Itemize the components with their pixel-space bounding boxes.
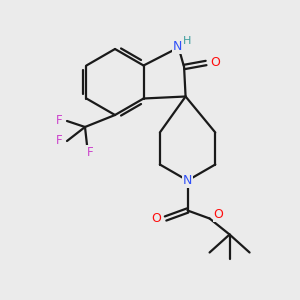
Text: H: H — [182, 35, 191, 46]
Text: F: F — [56, 134, 62, 148]
Text: O: O — [214, 208, 224, 221]
Text: N: N — [183, 174, 192, 187]
Text: O: O — [152, 212, 161, 225]
Text: O: O — [210, 56, 220, 68]
Text: F: F — [56, 115, 62, 128]
Text: F: F — [87, 146, 93, 158]
Text: N: N — [173, 40, 182, 53]
